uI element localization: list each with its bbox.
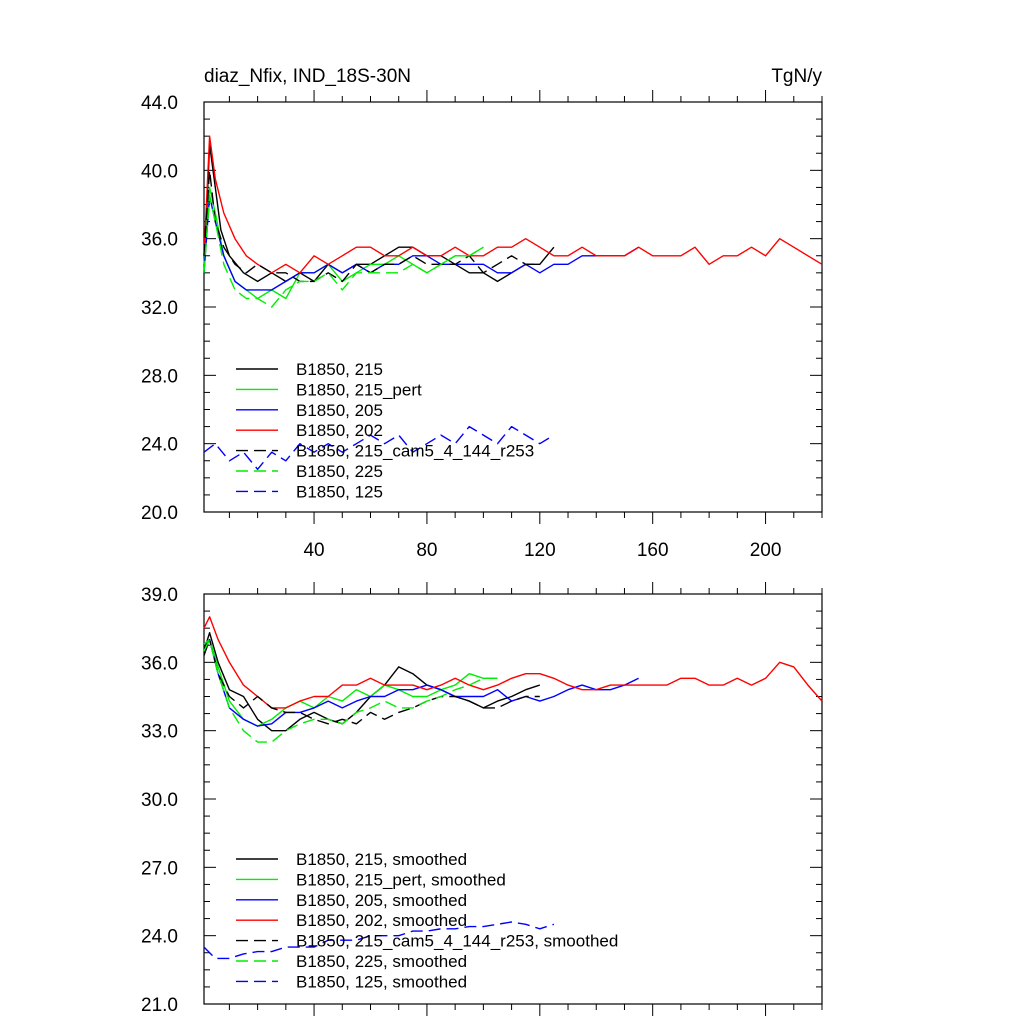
chart-title: diaz_Nfix, IND_18S-30N xyxy=(204,66,411,87)
bottom-panel: 21.0 24.0 27.0 30.0 33.0 36.0 39.0 B1850, 215, … xyxy=(141,582,823,1016)
y-tick-label: 20.0 xyxy=(141,503,178,524)
legend-label-1: B1850, 215, smoothed xyxy=(296,850,467,869)
series-line-6 xyxy=(203,195,484,308)
y-tick-label: 32.0 xyxy=(141,298,178,319)
series-line-7 xyxy=(203,921,555,960)
series-line-5 xyxy=(203,169,540,283)
series-line-3 xyxy=(203,195,639,291)
legend-label-7: B1850, 125 xyxy=(296,482,383,501)
legend-label-3: B1850, 205, smoothed xyxy=(296,891,467,910)
legend-label-2: B1850, 215_pert xyxy=(296,380,422,399)
series-line-4 xyxy=(203,616,823,709)
y-tick-label: 36.0 xyxy=(141,230,178,251)
y-tick-label: 44.0 xyxy=(141,93,178,114)
legend-label-5: B1850, 215_cam5_4_144_r253, smoothed xyxy=(296,932,618,951)
y-tick-label: 24.0 xyxy=(141,435,178,456)
y-tick-label: 30.0 xyxy=(141,790,178,811)
x-tick-label: 120 xyxy=(524,540,556,561)
legend-label-1: B1850, 215 xyxy=(296,360,383,379)
y-tick-label: 28.0 xyxy=(141,366,178,387)
y-tick-label: 33.0 xyxy=(141,722,178,743)
x-tick-label: 160 xyxy=(637,540,669,561)
legend-label-7: B1850, 125, smoothed xyxy=(296,972,467,991)
x-tick-label: 200 xyxy=(750,540,782,561)
legend-label-4: B1850, 202, smoothed xyxy=(296,911,467,930)
series-line-2 xyxy=(203,638,498,727)
series-line-7 xyxy=(203,425,555,470)
y-tick-label: 21.0 xyxy=(141,995,178,1016)
series-line-4 xyxy=(203,135,823,274)
legend-label-6: B1850, 225, smoothed xyxy=(296,952,467,971)
x-tick-label: 80 xyxy=(416,540,437,561)
series-line-3 xyxy=(203,638,639,727)
series-line-1 xyxy=(203,632,541,732)
series-line-1 xyxy=(203,143,555,283)
y-tick-label: 39.0 xyxy=(141,585,178,606)
top-panel: 20.0 24.0 28.0 32.0 36.0 40.0 44.0 40 80 120 160 20… xyxy=(141,90,823,561)
legend-label-2: B1850, 215_pert, smoothed xyxy=(296,870,506,889)
y-tick-label: 27.0 xyxy=(141,858,178,879)
legend-label-6: B1850, 225 xyxy=(296,462,383,481)
legend-label-4: B1850, 202 xyxy=(296,421,383,440)
chart-units: TgN/y xyxy=(771,66,822,87)
y-tick-label: 24.0 xyxy=(141,927,178,948)
series-line-6 xyxy=(203,638,498,743)
series-line-2 xyxy=(203,186,484,300)
legend-label-5: B1850, 215_cam5_4_144_r253 xyxy=(296,442,534,461)
y-tick-label: 36.0 xyxy=(141,653,178,674)
series-line-5 xyxy=(203,638,540,725)
x-tick-label: 40 xyxy=(303,540,324,561)
legend-label-3: B1850, 205 xyxy=(296,401,383,420)
y-tick-label: 40.0 xyxy=(141,161,178,182)
